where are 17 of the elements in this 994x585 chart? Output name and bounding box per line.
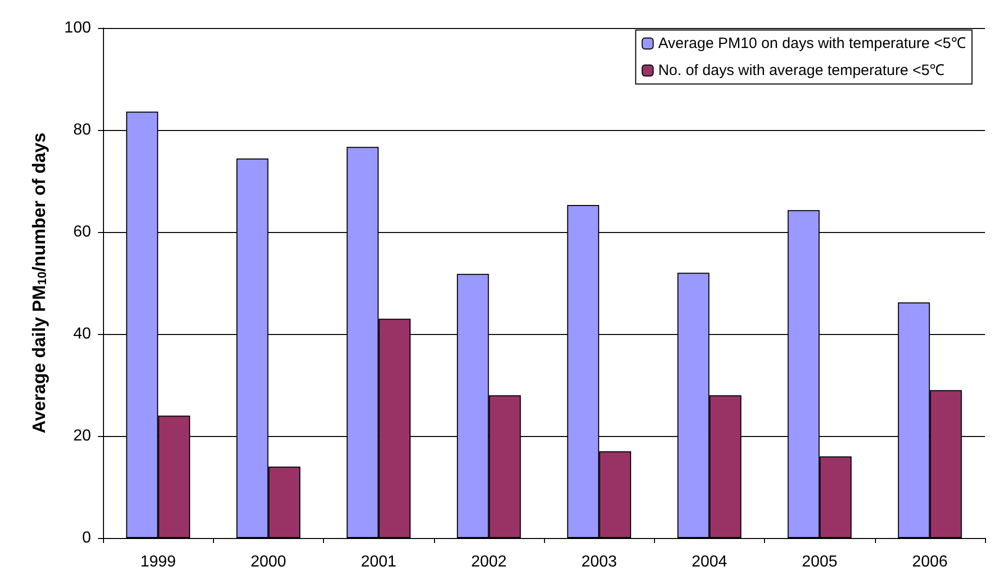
y-tick-label: 0 (82, 530, 92, 546)
y-tick-label: 100 (64, 20, 92, 36)
x-tick-label: 2002 (471, 554, 507, 570)
x-tick-label: 2000 (250, 554, 286, 570)
y-axis-title: Average daily PM10/number of days (29, 132, 49, 434)
legend-label: No. of days with average temperature <5℃ (658, 62, 945, 79)
legend-label: Average PM10 on days with temperature <5℃ (658, 35, 966, 52)
x-tick-label: 2005 (802, 554, 838, 570)
x-tick-label: 2006 (912, 554, 948, 570)
y-tick-label: 40 (73, 326, 92, 342)
y-tick-label: 80 (73, 122, 92, 138)
x-tick-label: 2001 (360, 554, 397, 570)
y-tick-label: 60 (73, 224, 92, 240)
x-tick-label: 2004 (692, 554, 728, 570)
y-tick-label: 20 (73, 428, 92, 444)
x-tick-label: 1999 (140, 554, 176, 570)
x-tick-label: 2003 (581, 554, 618, 570)
